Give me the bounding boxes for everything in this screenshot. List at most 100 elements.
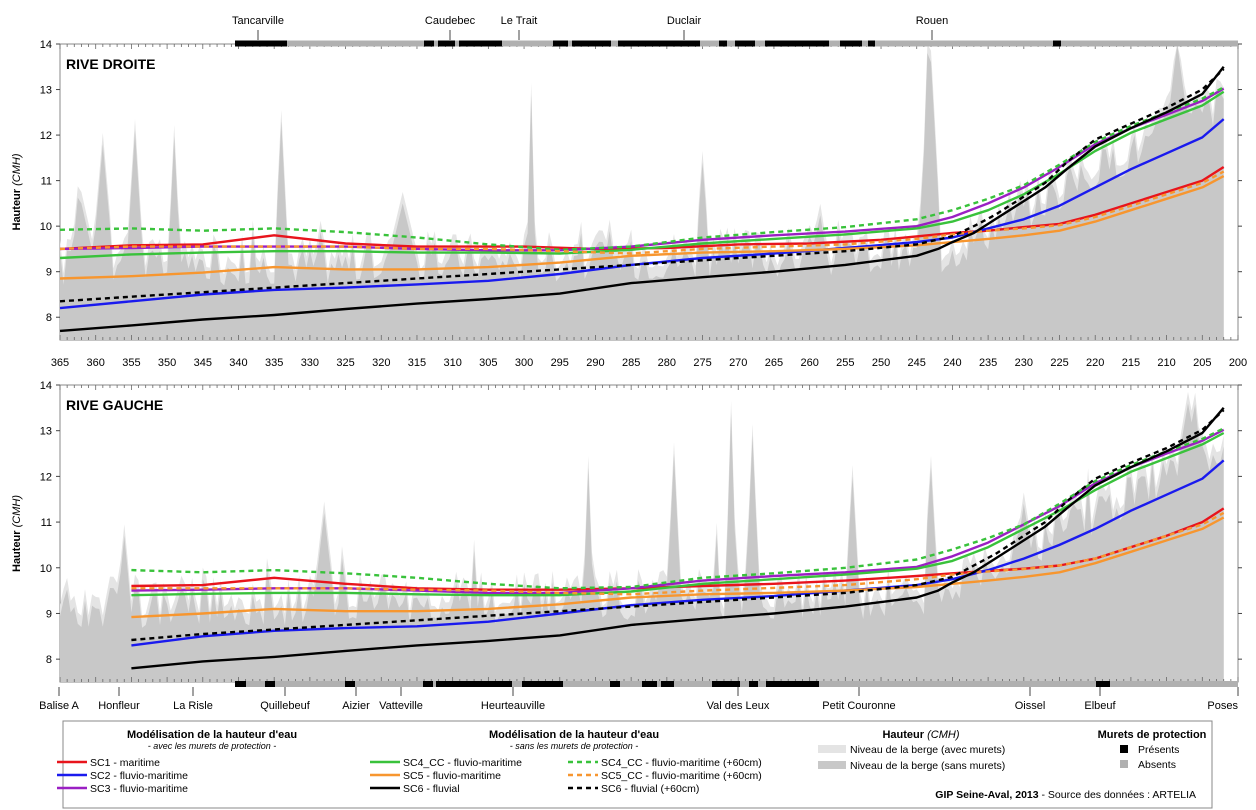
- y-tick-label: 13: [40, 85, 52, 97]
- x-tick-label: 345: [194, 357, 212, 369]
- legend-swatch-murets-absent: [1120, 760, 1128, 768]
- x-tick-label: 220: [1086, 357, 1104, 369]
- x-tick-label: 280: [658, 357, 676, 369]
- x-tick-label: 330: [301, 357, 319, 369]
- x-tick-label: 360: [87, 357, 105, 369]
- place-label-top: Caudebec: [425, 15, 476, 27]
- panel-rive-gauche: 8 9 10 11 12 13 14 RIVE GAUCHE Hauteur (CMH): [11, 380, 1242, 683]
- murets-present-segment: [610, 681, 620, 687]
- y-tick-label: 10: [40, 563, 52, 575]
- legend-group1-subtitle: - avec les murets de protection -: [148, 741, 277, 751]
- x-tick-label: 225: [1050, 357, 1068, 369]
- legend-item-label: SC4_CC - fluvio-maritime: [403, 757, 522, 769]
- x-tick-label: 255: [836, 357, 854, 369]
- place-label-bottom: Oissel: [1015, 700, 1046, 712]
- legend-swatch-murets-present: [1120, 745, 1128, 753]
- x-tick-label: 230: [1015, 357, 1033, 369]
- bank-level-without-walls-area: [60, 44, 1224, 340]
- y-tick-label: 14: [40, 380, 52, 392]
- legend-item-label: SC5 - fluvio-maritime: [403, 770, 501, 782]
- x-tick-label: 350: [158, 357, 176, 369]
- x-tick-label: 290: [586, 357, 604, 369]
- y-tick-label: 8: [46, 312, 52, 324]
- place-label-bottom: La Risle: [173, 700, 213, 712]
- source-credit-rest: - Source des données : ARTELIA: [1039, 789, 1196, 801]
- murets-bar-bottom: [235, 681, 1238, 687]
- x-tick-label: 285: [622, 357, 640, 369]
- place-labels-bottom: Balise A Honfleur La Risle Quillebeuf Aizier…: [39, 687, 1239, 712]
- series-line-sc4-cc: [59, 90, 1225, 260]
- panel-rive-droite: 8 9 10 11 12 13 14 RIVE DROITE Hauteur (CMH): [11, 39, 1242, 341]
- x-tick-label: 245: [908, 357, 926, 369]
- legend-item-label: SC6 - fluvial: [403, 783, 460, 795]
- murets-present-segment: [712, 681, 740, 687]
- x-tick-label: 320: [372, 357, 390, 369]
- series-line-sc6-60: [59, 68, 1225, 303]
- place-label-bottom: Honfleur: [98, 700, 140, 712]
- murets-present-segment: [438, 40, 455, 47]
- place-label-bottom: Quillebeuf: [260, 700, 310, 712]
- murets-bar-top: [235, 40, 1238, 47]
- panel-title: RIVE GAUCHE: [66, 397, 163, 413]
- y-tick-label: 12: [40, 471, 52, 483]
- y-tick-label: 9: [46, 267, 52, 279]
- legend-item-label: SC1 - maritime: [90, 757, 160, 769]
- y-tick-label: 9: [46, 608, 52, 620]
- murets-present-segment: [735, 40, 755, 47]
- murets-present-segment: [265, 681, 275, 687]
- y-tick-label: 13: [40, 426, 52, 438]
- series-line-sc5: [131, 516, 1225, 619]
- murets-present-segment: [1053, 40, 1061, 47]
- murets-present-segment: [345, 681, 355, 687]
- x-tick-label: 270: [729, 357, 747, 369]
- legend-item-label: SC6 - fluvial (+60cm): [601, 783, 699, 795]
- place-label-bottom: Poses: [1207, 700, 1238, 712]
- place-label-bottom: Val des Leux: [707, 700, 770, 712]
- murets-present-segment: [868, 40, 875, 47]
- x-tick-label: 295: [551, 357, 569, 369]
- murets-present-segment: [1096, 681, 1110, 687]
- place-label-bottom: Vatteville: [379, 700, 423, 712]
- series-line-sc6: [59, 66, 1225, 333]
- x-tick-label: 355: [122, 357, 140, 369]
- x-axis-pk: 365 360 355 350 345 340 335 330 325 320 315 310 305 3…: [51, 357, 1247, 369]
- y-axis-label: Hauteur (CMH): [11, 153, 23, 230]
- place-label-top: Rouen: [916, 15, 948, 27]
- x-tick-label: 275: [693, 357, 711, 369]
- legend-group2-subtitle: - sans les murets de protection -: [510, 741, 639, 751]
- murets-present-segment: [235, 681, 246, 687]
- legend-berge-sans-label: Niveau de la berge (sans murets): [850, 760, 1005, 772]
- place-label-top: Duclair: [667, 15, 702, 27]
- murets-present-segment: [424, 40, 434, 47]
- x-tick-label: 310: [443, 357, 461, 369]
- legend-murets-absent-label: Absents: [1138, 759, 1176, 771]
- y-tick-label: 12: [40, 130, 52, 142]
- murets-present-segment: [840, 40, 862, 47]
- y-tick-label: 10: [40, 221, 52, 233]
- place-labels-top: Tancarville Caudebec Le Trait Duclair Rouen: [232, 15, 948, 40]
- legend-berge-avec-label: Niveau de la berge (avec murets): [850, 744, 1005, 756]
- legend-murets-title: Murets de protection: [1098, 729, 1207, 741]
- series-line-sc5-cc-60: [131, 511, 1225, 596]
- place-label-bottom: Petit Couronne: [822, 700, 895, 712]
- murets-present-segment: [719, 40, 727, 47]
- y-tick-label: 14: [40, 39, 52, 51]
- legend-group1-title: Modélisation de la hauteur d'eau: [127, 729, 297, 741]
- x-tick-label: 340: [229, 357, 247, 369]
- murets-present-segment: [459, 40, 502, 47]
- legend-swatch-berge-avec: [818, 745, 846, 753]
- murets-present-segment: [572, 40, 611, 47]
- murets-present-segment: [553, 40, 568, 47]
- legend-murets-present-label: Présents: [1138, 744, 1179, 756]
- series-line-sc6: [131, 407, 1225, 670]
- series-line-sc5-cc-60: [59, 170, 1225, 255]
- murets-present-segment: [235, 40, 287, 47]
- y-axis-unit: (CMH): [11, 495, 23, 528]
- legend-box: [62, 720, 1213, 809]
- murets-present-segment: [436, 681, 512, 687]
- x-tick-label: 235: [979, 357, 997, 369]
- panel-title: RIVE DROITE: [66, 56, 155, 72]
- murets-present-segment: [766, 681, 819, 687]
- series-line-sc6-60: [131, 409, 1225, 642]
